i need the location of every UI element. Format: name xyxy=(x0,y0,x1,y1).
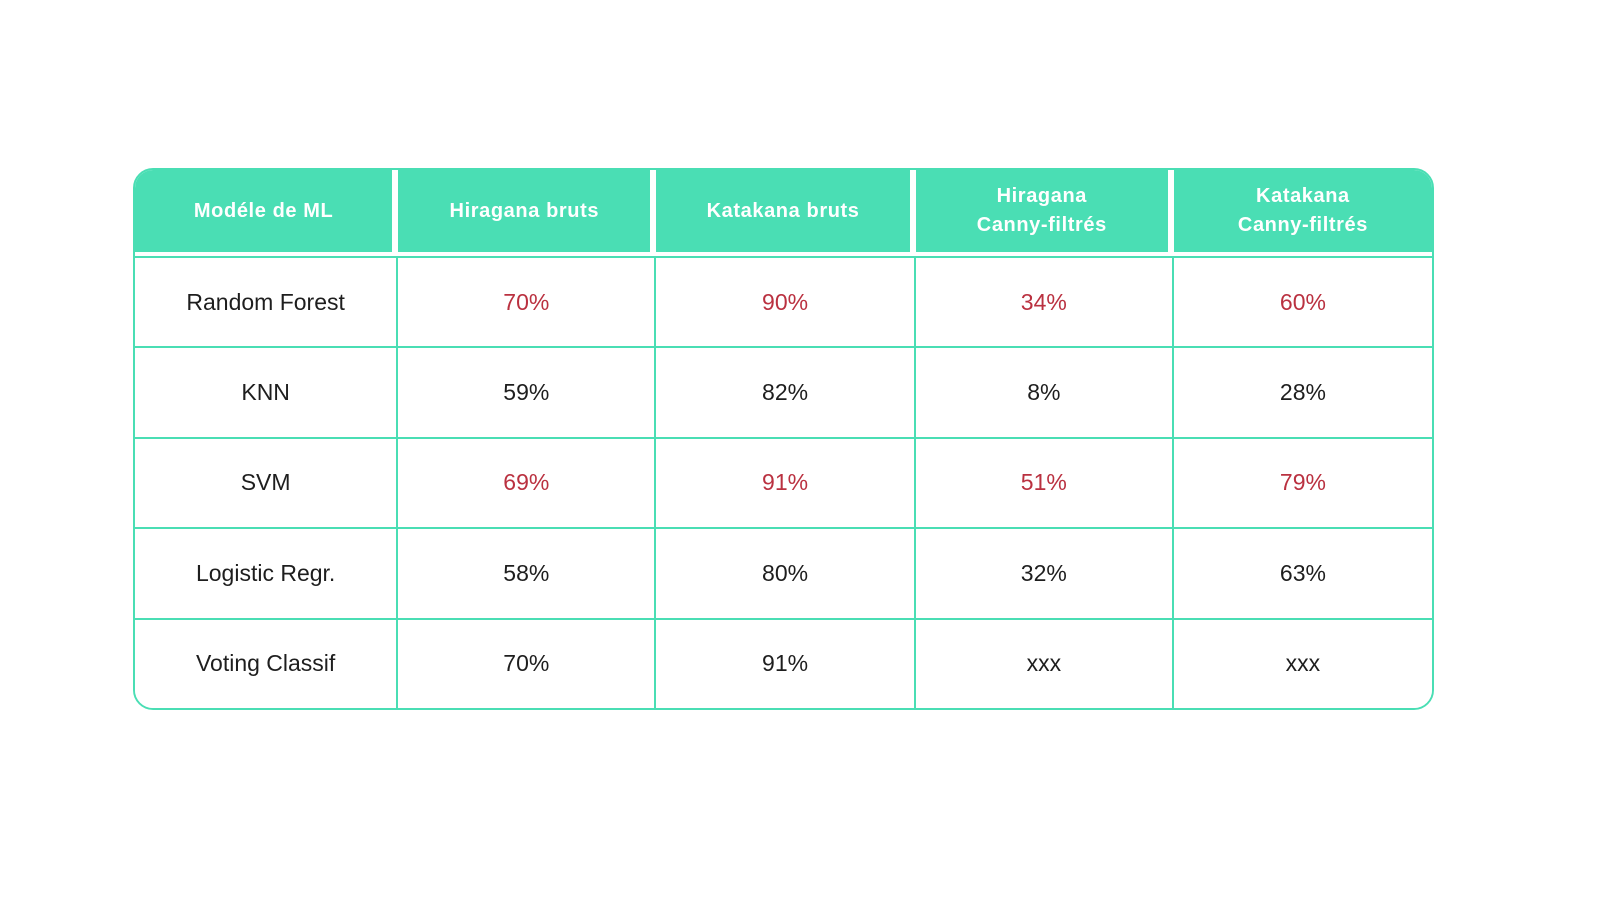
model-name-cell: SVM xyxy=(135,436,399,528)
ml-results-table: Modéle de ML Hiragana bruts Katakana bru… xyxy=(135,170,1432,708)
value-cell: 91% xyxy=(656,436,916,528)
value-cell: 59% xyxy=(398,346,657,437)
table-row-random-forest: Random Forest 70% 90% 34% 60% xyxy=(135,256,1432,347)
column-header-katakana-canny: Katakana Canny-filtrés xyxy=(1173,170,1432,256)
table-row-knn: KNN 59% 82% 8% 28% xyxy=(135,346,1432,437)
table-row-svm: SVM 69% 91% 51% 79% xyxy=(135,436,1432,528)
value-cell: 32% xyxy=(915,527,1174,618)
value-cell: 70% xyxy=(398,256,657,347)
column-header-hiragana-bruts: Hiragana bruts xyxy=(398,170,657,256)
value-cell: 8% xyxy=(915,346,1174,437)
model-name-cell: Random Forest xyxy=(135,256,399,347)
value-cell: 51% xyxy=(915,436,1174,528)
value-cell: 58% xyxy=(398,527,657,618)
column-header-katakana-bruts: Katakana bruts xyxy=(656,170,916,256)
model-name-cell: Voting Classif xyxy=(135,617,399,708)
ml-results-table-frame: Modéle de ML Hiragana bruts Katakana bru… xyxy=(133,168,1434,710)
model-name-cell: KNN xyxy=(135,346,399,437)
column-header-hiragana-canny: Hiragana Canny-filtrés xyxy=(915,170,1174,256)
column-header-model: Modéle de ML xyxy=(135,170,399,256)
table-row-voting-classif: Voting Classif 70% 91% xxx xxx xyxy=(135,617,1432,708)
value-cell: 63% xyxy=(1173,527,1432,618)
value-cell: 28% xyxy=(1173,346,1432,437)
value-cell: 79% xyxy=(1173,436,1432,528)
value-cell: 80% xyxy=(656,527,916,618)
model-name-cell: Logistic Regr. xyxy=(135,527,399,618)
value-cell: xxx xyxy=(915,617,1174,708)
table-row-logistic-regr: Logistic Regr. 58% 80% 32% 63% xyxy=(135,527,1432,618)
value-cell: 70% xyxy=(398,617,657,708)
value-cell: 90% xyxy=(656,256,916,347)
value-cell: xxx xyxy=(1173,617,1432,708)
value-cell: 82% xyxy=(656,346,916,437)
value-cell: 91% xyxy=(656,617,916,708)
header-row: Modéle de ML Hiragana bruts Katakana bru… xyxy=(135,170,1432,256)
value-cell: 69% xyxy=(398,436,657,528)
value-cell: 60% xyxy=(1173,256,1432,347)
value-cell: 34% xyxy=(915,256,1174,347)
